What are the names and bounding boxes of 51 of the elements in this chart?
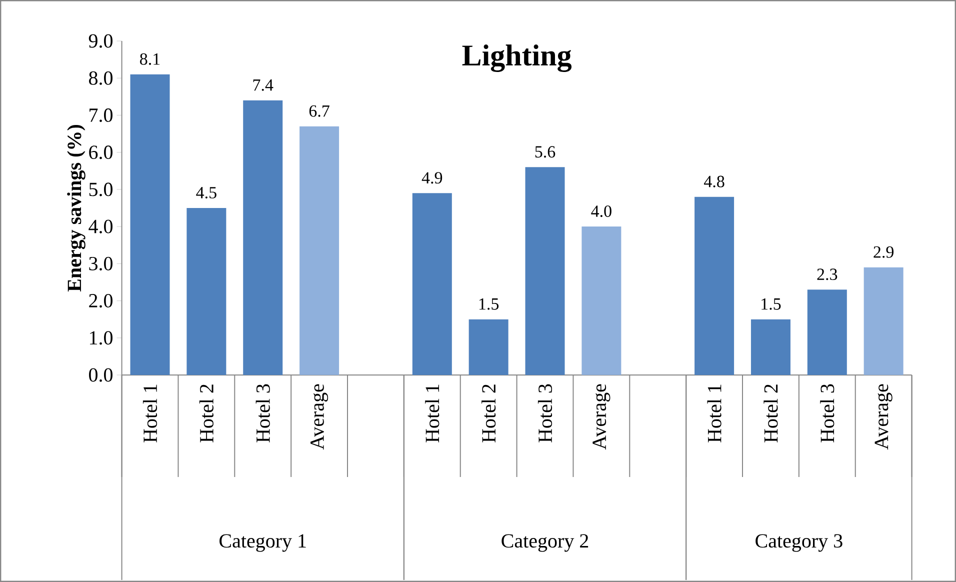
bar bbox=[582, 226, 622, 375]
text: Category 3 bbox=[756, 534, 842, 552]
y-tick-label: 3.0 bbox=[89, 256, 112, 270]
data-label: 7.4 bbox=[253, 79, 274, 91]
bar bbox=[694, 196, 734, 375]
bar bbox=[412, 193, 452, 375]
y-tick-label: 7.0 bbox=[90, 108, 112, 122]
data-label: 1.5 bbox=[479, 298, 499, 310]
bar bbox=[243, 100, 283, 375]
data-label: 1.5 bbox=[762, 298, 781, 310]
bar bbox=[864, 267, 904, 375]
x-tick-label: Hotel 1 bbox=[142, 384, 158, 442]
data-label: 5.6 bbox=[535, 146, 556, 158]
bar bbox=[807, 290, 847, 375]
bar bbox=[468, 319, 508, 375]
x-tick-label: Hotel 3 bbox=[256, 384, 270, 442]
data-label: 8.1 bbox=[140, 53, 160, 65]
data-label: 4.9 bbox=[422, 172, 442, 184]
y-tick-label: 5.0 bbox=[89, 182, 112, 196]
x-tick-label: Hotel 1 bbox=[425, 384, 440, 442]
y-tick-label: 1.0 bbox=[90, 331, 112, 345]
y-tick-label: 9.0 bbox=[88, 34, 112, 48]
x-tick-label: Hotel 2 bbox=[199, 384, 214, 442]
x-tick-label: Hotel 3 bbox=[820, 384, 834, 442]
data-label: 6.7 bbox=[309, 105, 330, 117]
y-tick-label: 0.0 bbox=[89, 368, 112, 382]
y-tick-label: 8.0 bbox=[89, 71, 112, 85]
x-tick-label: Average bbox=[310, 384, 328, 450]
x-tick-label: Hotel 2 bbox=[764, 384, 778, 442]
bar bbox=[130, 74, 170, 375]
data-label: 2.9 bbox=[874, 246, 894, 258]
y-tick-label: 4.0 bbox=[88, 220, 112, 234]
x-tick-label: Hotel 2 bbox=[482, 384, 496, 442]
data-label: 4.0 bbox=[591, 205, 612, 218]
bar bbox=[186, 208, 226, 375]
x-tick-label: Average bbox=[874, 384, 892, 450]
bar bbox=[300, 126, 340, 375]
chart-title: Lighting bbox=[462, 44, 572, 72]
text: Category 1 bbox=[220, 534, 306, 552]
bar bbox=[750, 319, 790, 375]
x-tick-label: Hotel 3 bbox=[538, 384, 552, 442]
y-tick-label: 2.0 bbox=[89, 294, 112, 308]
bar bbox=[525, 167, 565, 375]
data-label: 4.8 bbox=[704, 176, 724, 188]
data-label: 4.5 bbox=[196, 187, 216, 198]
x-tick-label: Hotel 1 bbox=[707, 384, 722, 442]
data-label: 2.3 bbox=[817, 268, 838, 280]
y-axis-title: Energy savings (%) bbox=[67, 124, 86, 292]
x-tick-label: Average bbox=[592, 384, 610, 450]
y-tick-label: 6.0 bbox=[89, 146, 112, 160]
text: Category 2 bbox=[502, 534, 588, 552]
